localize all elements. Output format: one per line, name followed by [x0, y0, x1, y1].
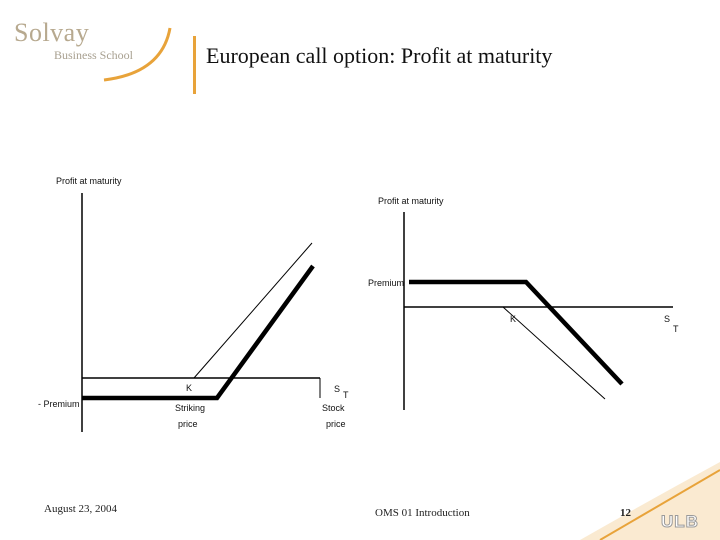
logo-swoosh-icon	[103, 27, 172, 82]
right-chart: Profit at maturity Premium K S T	[368, 196, 679, 410]
solvay-logo: Solvay Business School	[12, 18, 172, 88]
logo-name: Solvay	[14, 18, 90, 47]
title-divider	[193, 36, 196, 94]
left-x-axis-label: S	[334, 384, 340, 394]
right-profit-line	[409, 279, 624, 386]
left-intrinsic-line	[193, 242, 313, 379]
left-y-axis-label: Profit at maturity	[56, 176, 122, 186]
page-number: 12	[620, 507, 631, 519]
footer-course: OMS 01 Introduction	[375, 507, 470, 519]
left-strike-caption-1: Striking	[175, 403, 205, 413]
left-stock-caption-2: price	[326, 419, 346, 429]
left-chart: Profit at maturity - Premium K Striking …	[38, 176, 349, 432]
left-stock-caption-1: Stock	[322, 403, 345, 413]
slide-title: European call option: Profit at maturity	[206, 43, 553, 68]
right-x-axis-sub: T	[673, 324, 679, 334]
ulb-logo: ULB	[661, 512, 699, 532]
right-premium-label: Premium	[368, 278, 404, 288]
left-strike-label: K	[186, 383, 192, 393]
left-strike-caption-2: price	[178, 419, 198, 429]
footer-date: August 23, 2004	[44, 503, 118, 515]
right-strike-label: K	[510, 314, 516, 324]
left-profit-line	[82, 264, 315, 401]
left-premium-label: - Premium	[38, 399, 80, 409]
logo-subtitle: Business School	[54, 48, 134, 62]
left-x-axis-sub: T	[343, 390, 349, 400]
right-x-axis-label: S	[664, 314, 670, 324]
right-intrinsic-line	[502, 306, 606, 400]
right-y-axis-label: Profit at maturity	[378, 196, 444, 206]
